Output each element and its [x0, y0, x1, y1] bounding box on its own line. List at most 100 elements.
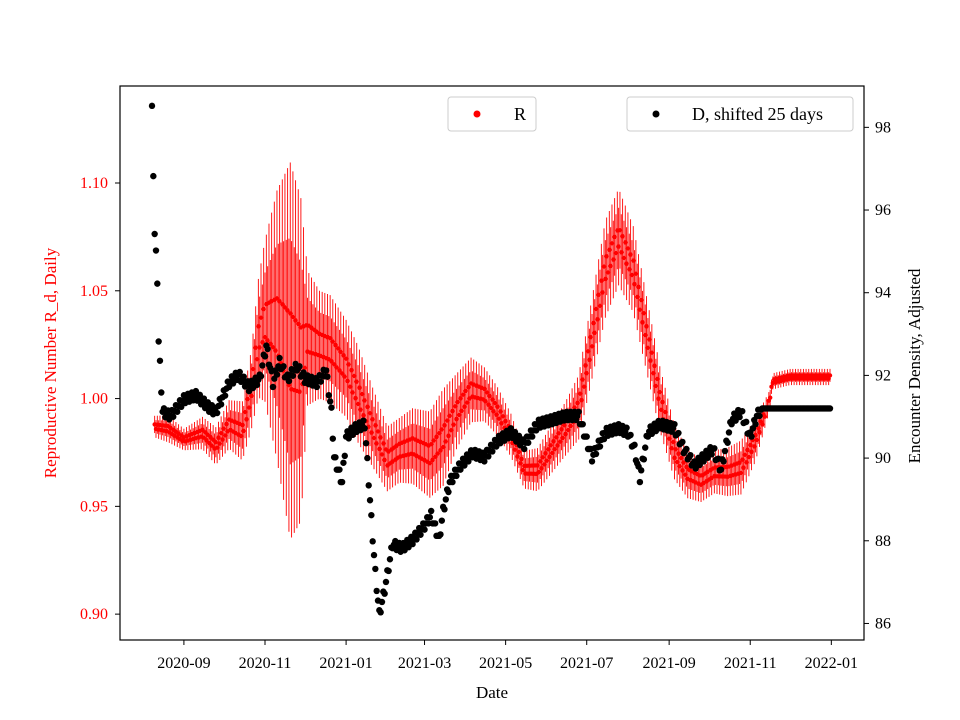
d-point: [381, 590, 388, 597]
d-point: [465, 458, 472, 465]
d-point: [683, 445, 690, 453]
d-point: [636, 478, 644, 486]
y-right-axis: 86 88 90 92 94 96 98: [864, 119, 891, 632]
d-point: [340, 459, 347, 466]
d-point: [736, 413, 743, 421]
y-left-tick-label: 0.95: [80, 498, 108, 515]
d-point: [373, 587, 380, 595]
legend-r: R: [447, 96, 537, 132]
d-point: [445, 488, 452, 496]
d-point: [592, 450, 600, 458]
d-point: [236, 368, 243, 376]
d-point: [324, 373, 331, 380]
y-right-tick-label: 96: [875, 202, 891, 219]
x-axis-label: Date: [476, 683, 508, 702]
d-point: [336, 466, 343, 473]
d-point: [240, 373, 247, 380]
d-point: [638, 467, 645, 474]
y-left-tick-label: 1.05: [80, 283, 108, 300]
d-point: [417, 531, 424, 538]
d-point: [575, 408, 582, 415]
y-right-tick-label: 94: [875, 285, 891, 302]
d-point: [317, 378, 325, 385]
d-point: [583, 433, 590, 440]
d-point: [289, 372, 297, 379]
d-point: [623, 424, 630, 431]
d-point: [372, 565, 379, 573]
d-point: [521, 445, 528, 453]
d-point: [724, 439, 731, 446]
d-point: [427, 507, 435, 515]
d-point: [360, 417, 367, 424]
d-point: [273, 371, 281, 378]
d-point: [485, 453, 492, 460]
d-point: [285, 377, 293, 385]
legend-r-marker: [473, 110, 481, 118]
d-point: [326, 398, 334, 405]
d-point: [253, 381, 261, 389]
d-point: [369, 538, 376, 545]
d-point: [213, 409, 221, 417]
d-point: [332, 454, 339, 461]
d-point: [431, 520, 439, 527]
d-point: [442, 496, 449, 503]
d-point: [525, 439, 532, 446]
x-tick-label: 2021-09: [642, 655, 695, 672]
d-point: [441, 506, 448, 513]
d-point: [449, 478, 456, 486]
legend-d-label: D, shifted 25 days: [692, 104, 823, 124]
r-point: [767, 395, 773, 400]
y-left-tick-label: 1.10: [80, 175, 108, 192]
d-point: [725, 429, 733, 436]
d-point: [679, 438, 686, 446]
d-point: [174, 408, 181, 415]
d-point: [826, 405, 834, 412]
series-d: [148, 102, 834, 616]
d-point: [370, 551, 378, 559]
d-point: [461, 462, 468, 469]
x-tick-label: 2020-11: [239, 655, 292, 672]
d-point: [481, 458, 488, 465]
d-point: [640, 456, 648, 463]
d-point: [362, 440, 370, 447]
d-point: [385, 567, 392, 575]
y-right-tick-label: 98: [875, 119, 891, 136]
y-right-tick-label: 86: [875, 615, 891, 632]
d-point: [151, 230, 158, 238]
plot-frame: [119, 85, 865, 641]
d-point: [739, 407, 746, 415]
x-tick-label: 2021-07: [560, 655, 613, 672]
d-point: [257, 373, 265, 380]
d-point: [155, 338, 162, 345]
d-point: [378, 598, 386, 606]
d-point: [338, 478, 346, 486]
legend-d-marker: [652, 110, 660, 118]
d-point: [170, 413, 177, 420]
d-point: [276, 354, 283, 362]
d-point: [148, 102, 156, 110]
y-right-tick-label: 90: [875, 450, 891, 467]
d-point: [296, 363, 303, 370]
d-point: [579, 420, 586, 428]
d-point: [280, 363, 287, 370]
y-right-axis-label: Encounter Density, Adjusted: [905, 268, 924, 463]
d-point: [366, 497, 374, 504]
d-point: [421, 526, 428, 533]
x-tick-label: 2022-01: [805, 655, 858, 672]
d-point: [328, 404, 335, 411]
d-point: [711, 445, 718, 452]
legend-d-box: [626, 96, 854, 132]
d-point: [529, 433, 536, 440]
d-point: [382, 578, 390, 586]
legend-r-label: R: [514, 104, 526, 124]
x-tick-label: 2020-09: [157, 655, 210, 672]
r-point: [827, 373, 833, 378]
x-tick-label: 2021-03: [398, 655, 451, 672]
d-point: [687, 451, 694, 459]
d-point: [361, 425, 368, 432]
d-point: [720, 458, 727, 465]
d-point: [708, 451, 715, 458]
d-point: [150, 172, 157, 180]
x-tick-label: 2021-05: [479, 655, 532, 672]
d-point: [341, 452, 348, 460]
